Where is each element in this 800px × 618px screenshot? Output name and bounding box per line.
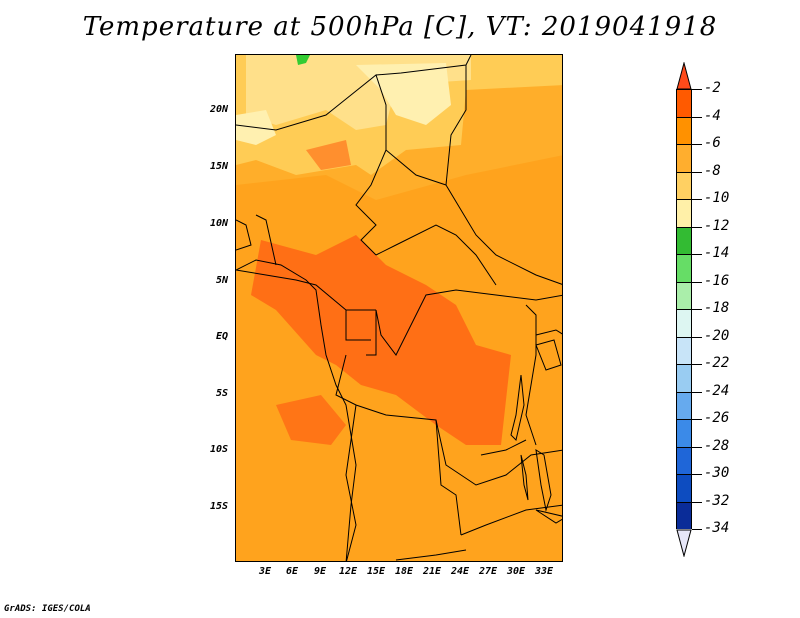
colorbar-label: -16 (704, 272, 730, 289)
lon-label-21e: 21E (422, 566, 442, 577)
colorbar-tick (692, 281, 702, 283)
colorbar-cell (676, 336, 692, 364)
temperature-field-lightest (356, 63, 451, 125)
colorbar-tick (692, 364, 702, 365)
lon-label-3e: 3E (258, 566, 272, 577)
map-panel[interactable] (235, 54, 563, 562)
lakes (510, 339, 562, 524)
colorbar-label: -28 (704, 437, 730, 454)
colorbar-cell (676, 281, 692, 309)
lat-label-10s: 10S (209, 444, 228, 455)
lon-label-15e: 15E (366, 566, 386, 577)
country-borders (236, 55, 562, 561)
lon-label-24e: 24E (450, 566, 470, 577)
colorbar-label: -18 (704, 300, 730, 316)
colorbar-label: -10 (704, 190, 730, 206)
colorbar-cell (676, 364, 692, 392)
lon-label-27e: 27E (478, 566, 498, 577)
temperature-map (236, 55, 562, 561)
colorbar-cell (676, 419, 692, 447)
colorbar-top-arrow (676, 62, 692, 90)
colorbar-cell (676, 116, 692, 144)
colorbar-label: -6 (704, 135, 721, 151)
lat-label-eq: EQ (215, 331, 228, 342)
colorbar-bottom-arrow (676, 529, 692, 557)
lon-label-12e: 12E (338, 566, 358, 577)
colorbar-tick (692, 529, 702, 530)
colorbar-tick (692, 474, 702, 475)
colorbar-cell (676, 309, 692, 337)
colorbar-cell (676, 144, 692, 172)
colorbar-tick (692, 336, 702, 338)
colorbar-label: -14 (704, 245, 730, 261)
colorbar-tick (692, 419, 702, 420)
colorbar-label: -20 (704, 327, 730, 344)
colorbar-cell (676, 171, 692, 199)
colorbar-label: -2 (704, 80, 721, 96)
colorbar-tick (692, 171, 702, 173)
colorbar-label: -24 (704, 382, 730, 399)
lat-label-10n: 10N (209, 218, 228, 229)
lat-label-15n: 15N (209, 161, 228, 172)
colorbar-cell (676, 226, 692, 254)
colorbar-tick (692, 144, 702, 145)
colorbar-cell (676, 254, 692, 282)
colorbar-label: -12 (704, 217, 730, 234)
colorbar-cell (676, 446, 692, 474)
colorbar-label: -30 (704, 465, 730, 481)
lat-label-5s: 5S (215, 388, 228, 399)
colorbar-tick (692, 446, 702, 448)
temperature-field-warm-southwest (276, 395, 346, 445)
lat-label-15s: 15S (209, 501, 228, 512)
colorbar-label: -22 (704, 355, 730, 371)
coastline (236, 219, 357, 561)
colorbar-cell (676, 501, 692, 529)
lon-label-30e: 30E (506, 566, 526, 577)
lon-label-6e: 6E (285, 566, 299, 577)
colorbar-label: -26 (704, 410, 730, 426)
lon-label-18e: 18E (394, 566, 414, 577)
colorbar-tick (692, 254, 702, 255)
colorbar-tick (692, 116, 702, 118)
colorbar-tick (692, 226, 702, 228)
colorbar-label: -8 (704, 162, 721, 179)
colorbar-label: -4 (704, 107, 721, 124)
footer-credit: GrADS: IGES/COLA (4, 604, 91, 614)
colorbar-tick (692, 89, 702, 90)
temperature-field-warm-core (251, 235, 511, 445)
colorbar-tick (692, 391, 702, 393)
temperature-field-warm-north (306, 140, 351, 170)
lat-label-20n: 20N (209, 104, 228, 115)
lon-label-9e: 9E (313, 566, 327, 577)
colorbar-label: -32 (704, 492, 730, 509)
colorbar-label: -34 (704, 520, 730, 536)
chart-title: Temperature at 500hPa [C], VT: 201904191… (82, 12, 718, 42)
colorbar-cell (676, 391, 692, 419)
colorbar-tick (692, 501, 702, 503)
lat-label-5n: 5N (215, 275, 228, 286)
colorbar-cell (676, 474, 692, 502)
green-spot (296, 55, 310, 65)
lon-label-33e: 33E (534, 566, 554, 577)
colorbar-tick (692, 309, 702, 310)
colorbar-tick (692, 199, 702, 200)
colorbar-cell (676, 89, 692, 117)
colorbar-cell (676, 199, 692, 227)
